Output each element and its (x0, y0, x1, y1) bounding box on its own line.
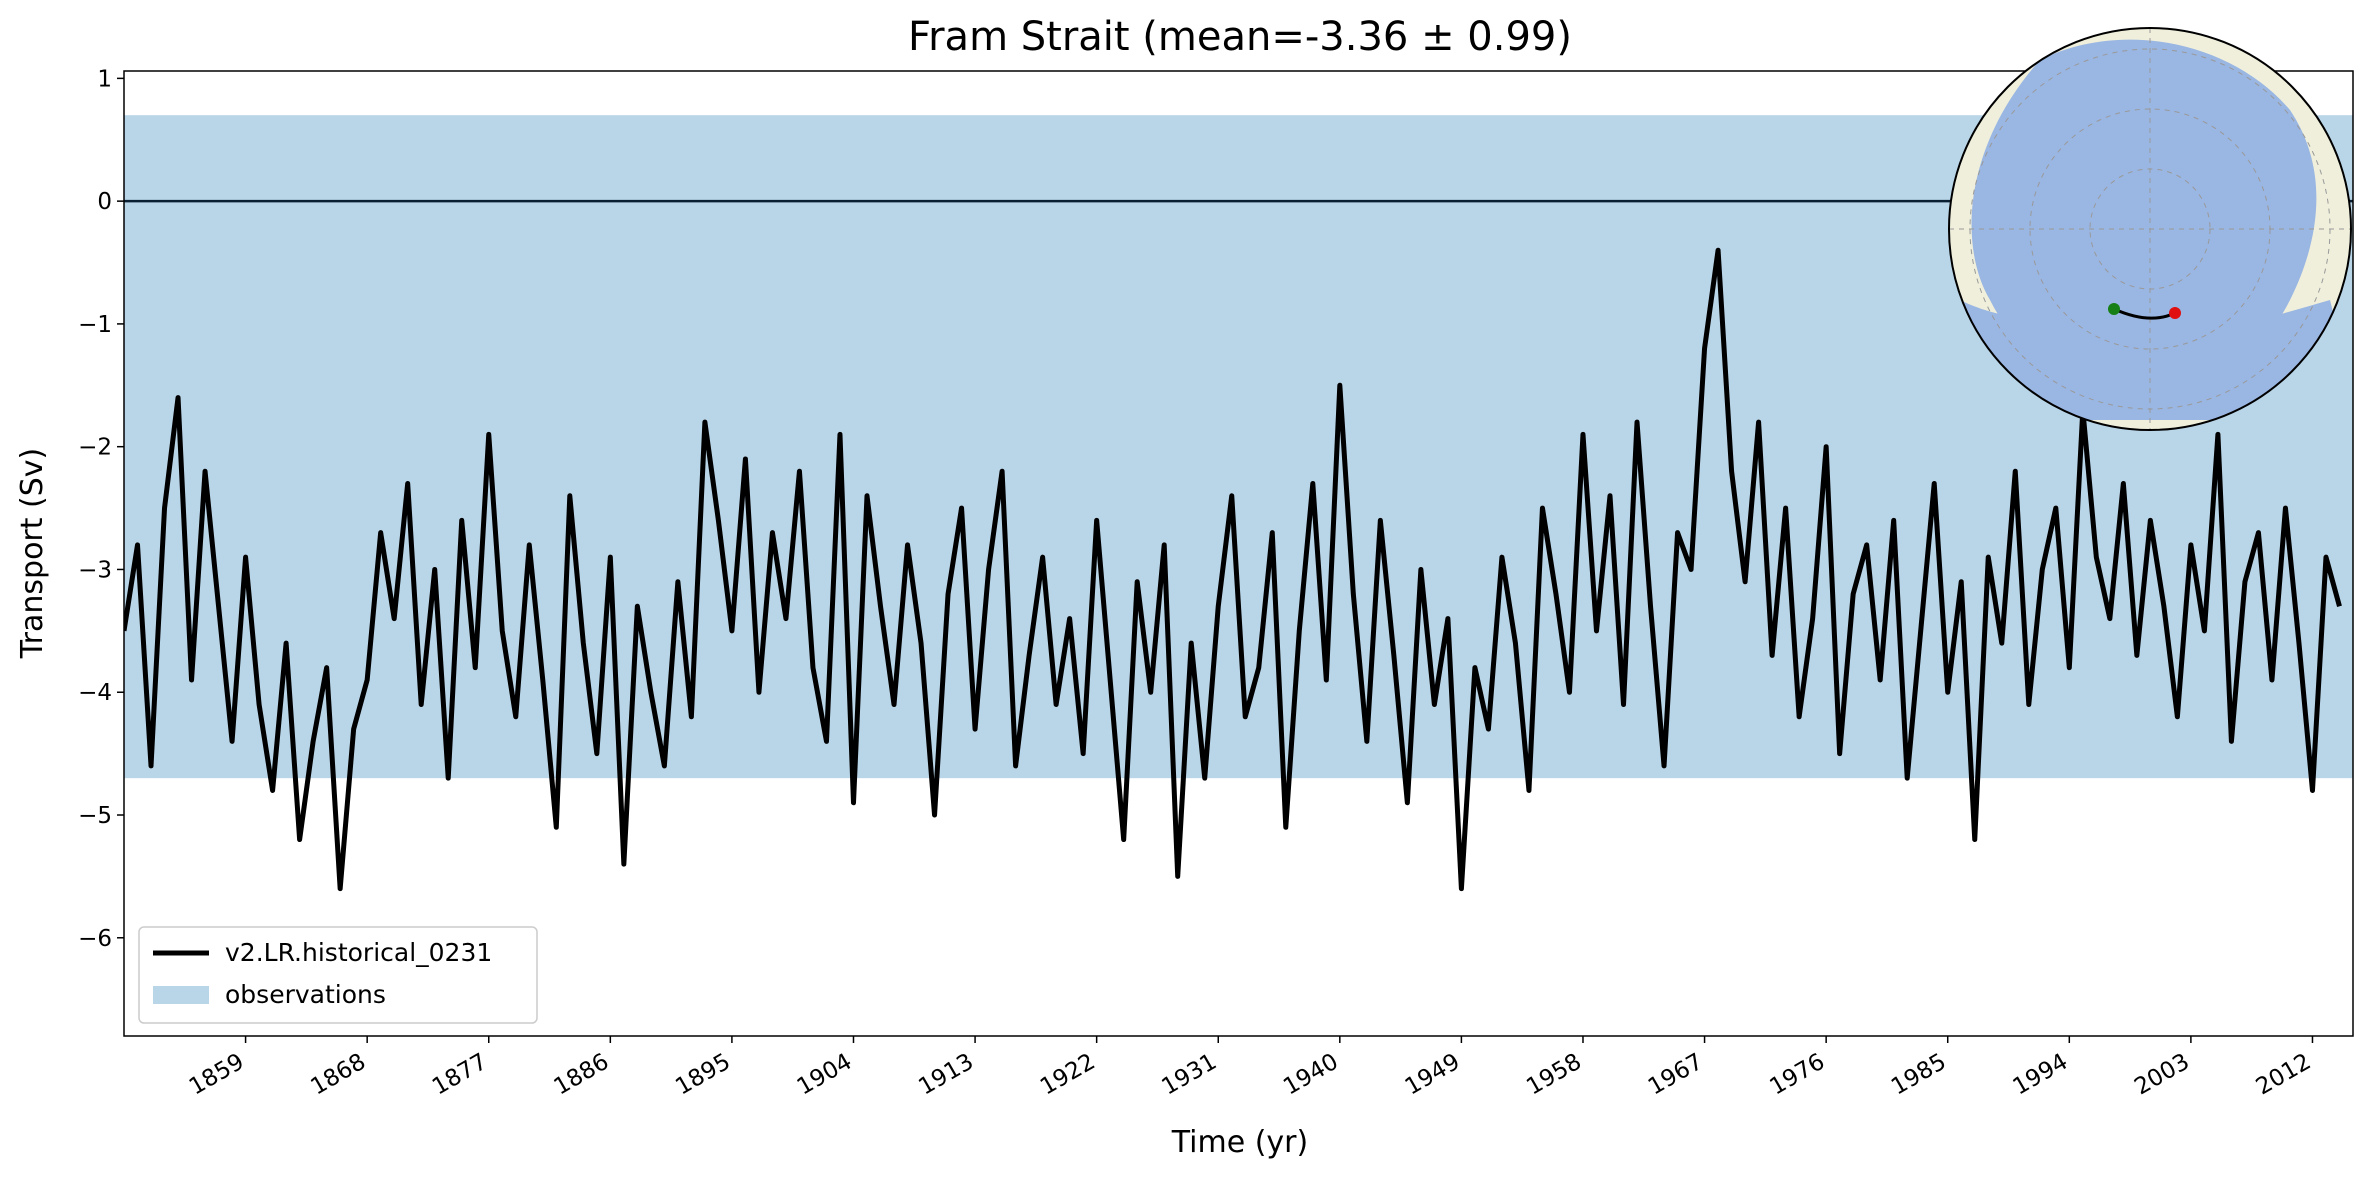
x-tick-label: 1967 (1644, 1049, 1708, 1101)
section-start (2108, 303, 2120, 315)
x-tick-label: 1994 (2009, 1049, 2073, 1101)
y-tick-label: 0 (97, 189, 112, 215)
x-tick-label: 1904 (793, 1049, 857, 1101)
x-tick-label: 2012 (2252, 1049, 2316, 1101)
x-tick-label: 1859 (185, 1049, 249, 1101)
y-tick-label: −1 (78, 312, 112, 338)
y-axis-label: Transport (Sv) (15, 448, 50, 660)
legend-label: v2.LR.historical_0231 (225, 938, 492, 967)
legend-box (138, 926, 538, 1024)
y-tick-label: −4 (78, 680, 112, 706)
x-tick-label: 1922 (1036, 1049, 1100, 1101)
x-tick-label: 1931 (1158, 1049, 1222, 1101)
x-tick-label: 2003 (2130, 1049, 2194, 1101)
legend-label: observations (225, 980, 386, 1009)
section-end (2169, 307, 2181, 319)
x-axis-label: Time (yr) (1171, 1125, 1308, 1160)
y-tick-label: −3 (78, 557, 112, 583)
x-tick-label: 1895 (671, 1049, 735, 1101)
x-tick-label: 1940 (1279, 1049, 1343, 1101)
x-tick-label: 1985 (1887, 1049, 1951, 1101)
x-tick-label: 1949 (1401, 1049, 1465, 1101)
x-tick-label: 1958 (1522, 1049, 1586, 1101)
series-line (124, 247, 2342, 892)
x-tick-label: 1877 (428, 1049, 492, 1101)
x-tick-label: 1886 (550, 1049, 614, 1101)
legend-swatch (153, 986, 209, 1004)
axes-frame (123, 70, 2354, 1037)
x-tick-label: 1913 (914, 1049, 978, 1101)
legend: v2.LR.historical_0231 observations (138, 926, 538, 1024)
x-tick-label: 1976 (1765, 1049, 1829, 1101)
y-tick-label: −5 (78, 803, 112, 829)
y-tick-label: −2 (78, 435, 112, 461)
inset-map (1948, 27, 2352, 431)
y-tick-label: −6 (78, 926, 112, 952)
chart-title: Fram Strait (mean=-3.36 ± 0.99) (908, 14, 1572, 60)
y-tick-label: 1 (97, 66, 112, 92)
x-tick-label: 1868 (306, 1049, 370, 1101)
